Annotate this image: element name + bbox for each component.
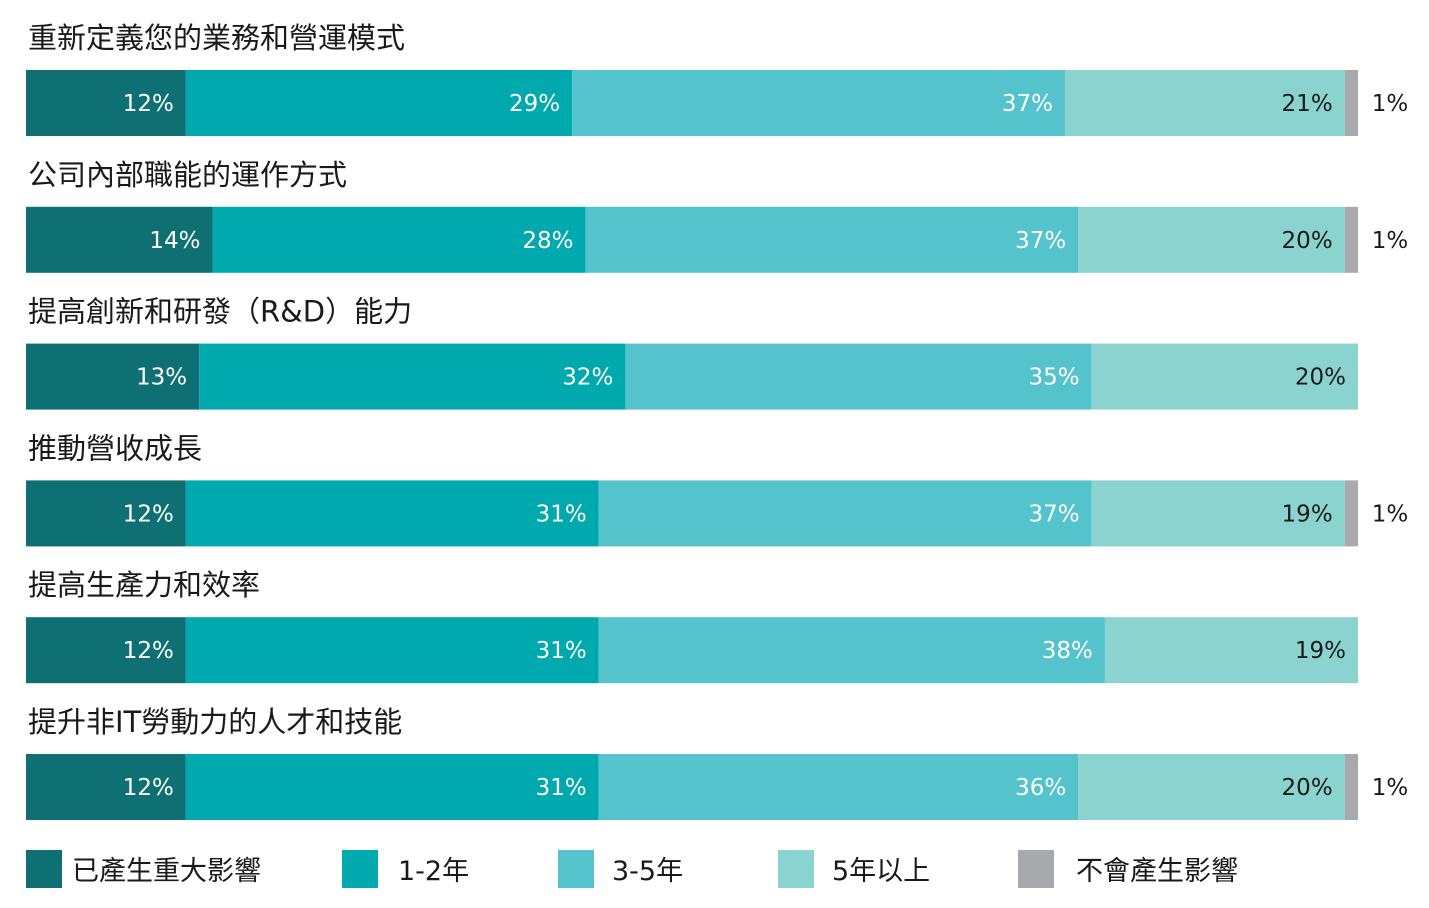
category-label: 公司內部職能的運作方式	[28, 158, 347, 192]
legend-label: 1-2年	[398, 856, 469, 887]
data-label: 20%	[1295, 365, 1346, 391]
category-label: 重新定義您的業務和營運模式	[28, 21, 405, 55]
bar-segment	[185, 70, 573, 136]
data-label: 1%	[1372, 501, 1409, 527]
category-label: 推動營收成長	[28, 431, 202, 465]
bar-segment	[199, 343, 626, 410]
legend-swatch	[1018, 850, 1054, 888]
bar-segment	[1064, 70, 1345, 136]
bar-segment	[26, 480, 186, 547]
data-label: 21%	[1282, 91, 1333, 117]
data-label: 12%	[123, 91, 174, 117]
bar-segment	[212, 206, 586, 273]
data-label: 19%	[1282, 501, 1333, 527]
data-label: 29%	[509, 91, 560, 117]
data-label: 1%	[1372, 228, 1409, 254]
bar-segment	[1344, 480, 1358, 547]
bar-segment	[625, 343, 1092, 410]
data-label: 35%	[1028, 365, 1079, 391]
legend-label: 5年以上	[832, 856, 930, 887]
bar-segment	[26, 343, 200, 410]
bar-segment	[598, 617, 1105, 684]
data-label: 12%	[123, 501, 174, 527]
category-label: 提高創新和研發（R&D）能力	[28, 295, 412, 329]
bar-segment	[185, 480, 599, 547]
bar-segment	[598, 754, 1079, 820]
bar-segment	[185, 754, 599, 820]
bar-segment	[26, 617, 186, 684]
bar-segment	[598, 480, 1092, 547]
data-label: 20%	[1282, 228, 1333, 254]
bar-segment	[1078, 206, 1345, 273]
category-label: 提高生產力和效率	[28, 568, 260, 602]
legend-swatch	[342, 850, 378, 888]
data-label: 32%	[562, 365, 613, 391]
data-label: 28%	[522, 228, 573, 254]
bar-segment	[1344, 206, 1358, 273]
bar-segment	[185, 617, 599, 684]
bar-segment	[1091, 343, 1358, 410]
data-label: 31%	[536, 501, 587, 527]
bar-segment	[1344, 754, 1358, 820]
data-label: 13%	[136, 365, 187, 391]
data-label: 38%	[1042, 638, 1093, 664]
data-label: 12%	[123, 775, 174, 801]
category-label: 提升非IT勞動力的人才和技能	[28, 705, 402, 739]
data-label: 31%	[536, 775, 587, 801]
data-label: 20%	[1282, 775, 1333, 801]
bar-segment	[1344, 70, 1358, 136]
data-label: 37%	[1002, 91, 1053, 117]
legend-label: 3-5年	[612, 856, 683, 887]
data-label: 14%	[149, 228, 200, 254]
bar-segment	[1091, 480, 1345, 547]
data-label: 1%	[1372, 775, 1409, 801]
bar-segment	[585, 206, 1079, 273]
data-label: 31%	[536, 638, 587, 664]
bar-segment	[1104, 617, 1358, 684]
bar-segment	[572, 70, 1065, 136]
bar-segment	[26, 70, 186, 136]
data-label: 1%	[1372, 91, 1409, 117]
data-label: 36%	[1015, 775, 1066, 801]
data-label: 12%	[123, 638, 174, 664]
data-label: 37%	[1028, 501, 1079, 527]
legend-label: 已產生重大影響	[72, 856, 261, 887]
bar-segment	[1078, 754, 1345, 820]
bar-segment	[26, 754, 186, 820]
legend-swatch	[778, 850, 814, 888]
data-label: 19%	[1295, 638, 1346, 664]
legend-swatch	[558, 850, 594, 888]
legend-swatch	[26, 850, 62, 888]
bar-segment	[26, 206, 213, 273]
data-label: 37%	[1015, 228, 1066, 254]
legend-label: 不會產生影響	[1076, 856, 1238, 887]
